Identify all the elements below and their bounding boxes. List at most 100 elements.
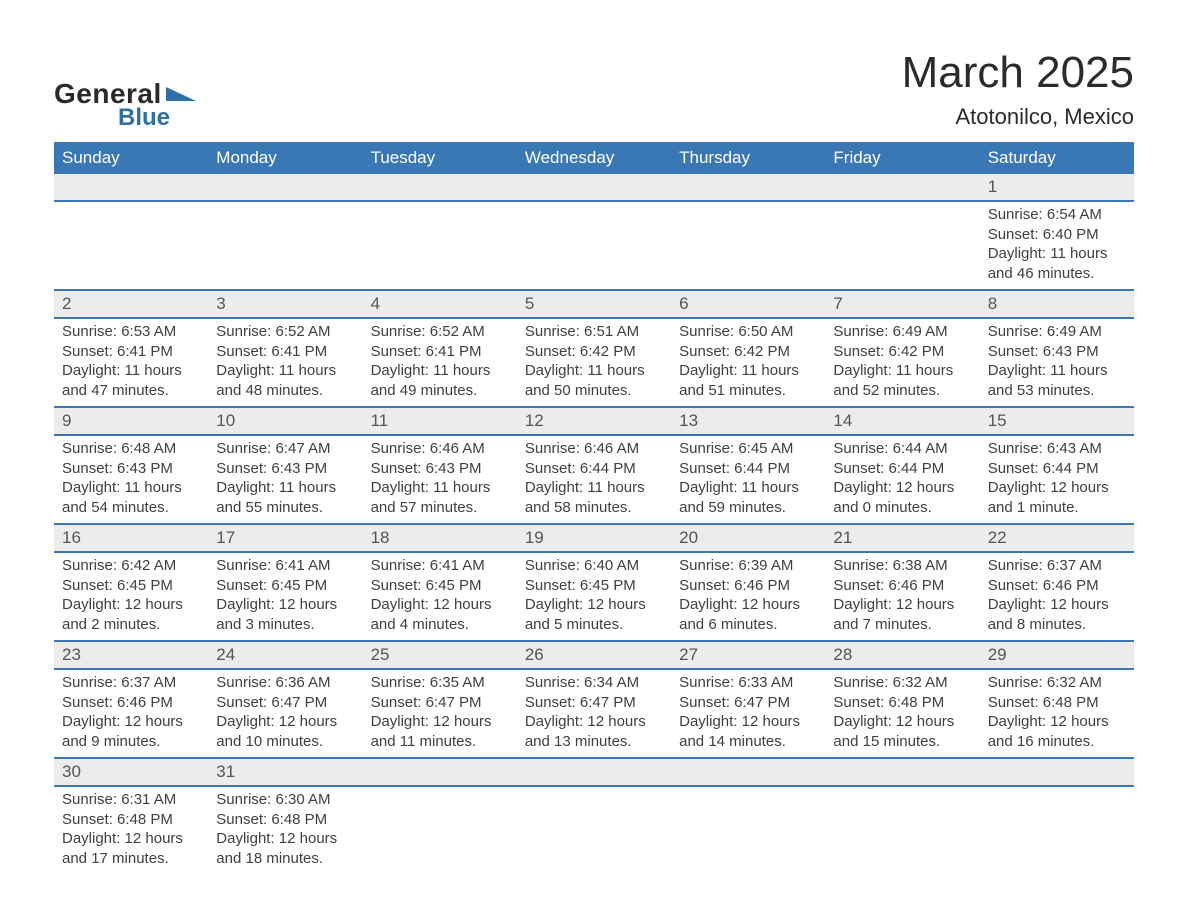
day-dl1: Daylight: 11 hours: [525, 478, 663, 498]
day-dl2: and 48 minutes.: [216, 381, 354, 401]
day-dl1: Daylight: 12 hours: [833, 595, 971, 615]
day-number-cell: 2: [54, 290, 208, 318]
day-detail-cell: Sunrise: 6:33 AMSunset: 6:47 PMDaylight:…: [671, 669, 825, 758]
day-detail-cell: [363, 786, 517, 874]
day-dl1: Daylight: 12 hours: [988, 478, 1126, 498]
day-number-cell: 28: [825, 641, 979, 669]
day-number-cell: 19: [517, 524, 671, 552]
day-number-cell: [825, 758, 979, 786]
day-detail-cell: Sunrise: 6:40 AMSunset: 6:45 PMDaylight:…: [517, 552, 671, 641]
day-number-cell: 9: [54, 407, 208, 435]
weekday-header: Saturday: [980, 142, 1134, 174]
day-dl2: and 6 minutes.: [679, 615, 817, 635]
day-number-cell: [671, 758, 825, 786]
day-sunset: Sunset: 6:48 PM: [988, 693, 1126, 713]
day-number-cell: [671, 174, 825, 201]
day-detail-cell: Sunrise: 6:48 AMSunset: 6:43 PMDaylight:…: [54, 435, 208, 524]
day-detail-cell: Sunrise: 6:43 AMSunset: 6:44 PMDaylight:…: [980, 435, 1134, 524]
day-dl1: Daylight: 11 hours: [62, 361, 200, 381]
day-sunrise: Sunrise: 6:51 AM: [525, 322, 663, 342]
day-detail-cell: [825, 201, 979, 290]
day-number-cell: 14: [825, 407, 979, 435]
day-sunset: Sunset: 6:45 PM: [525, 576, 663, 596]
detail-row: Sunrise: 6:42 AMSunset: 6:45 PMDaylight:…: [54, 552, 1134, 641]
day-number-cell: [517, 758, 671, 786]
day-detail-cell: Sunrise: 6:41 AMSunset: 6:45 PMDaylight:…: [363, 552, 517, 641]
day-sunset: Sunset: 6:48 PM: [216, 810, 354, 830]
day-dl2: and 59 minutes.: [679, 498, 817, 518]
day-number-cell: 12: [517, 407, 671, 435]
day-dl2: and 0 minutes.: [833, 498, 971, 518]
day-detail-cell: Sunrise: 6:49 AMSunset: 6:43 PMDaylight:…: [980, 318, 1134, 407]
day-sunrise: Sunrise: 6:35 AM: [371, 673, 509, 693]
day-sunrise: Sunrise: 6:54 AM: [988, 205, 1126, 225]
day-dl2: and 2 minutes.: [62, 615, 200, 635]
day-dl1: Daylight: 11 hours: [62, 478, 200, 498]
day-sunrise: Sunrise: 6:30 AM: [216, 790, 354, 810]
day-sunset: Sunset: 6:44 PM: [679, 459, 817, 479]
day-sunrise: Sunrise: 6:52 AM: [216, 322, 354, 342]
day-dl1: Daylight: 12 hours: [216, 595, 354, 615]
day-detail-cell: Sunrise: 6:34 AMSunset: 6:47 PMDaylight:…: [517, 669, 671, 758]
day-dl2: and 14 minutes.: [679, 732, 817, 752]
day-number-cell: [825, 174, 979, 201]
day-dl2: and 54 minutes.: [62, 498, 200, 518]
day-sunset: Sunset: 6:40 PM: [988, 225, 1126, 245]
day-number: 27: [679, 645, 698, 664]
day-dl2: and 58 minutes.: [525, 498, 663, 518]
day-detail-cell: Sunrise: 6:47 AMSunset: 6:43 PMDaylight:…: [208, 435, 362, 524]
day-sunset: Sunset: 6:43 PM: [62, 459, 200, 479]
day-sunrise: Sunrise: 6:37 AM: [62, 673, 200, 693]
day-number: 2: [62, 294, 71, 313]
day-sunrise: Sunrise: 6:46 AM: [371, 439, 509, 459]
detail-row: Sunrise: 6:53 AMSunset: 6:41 PMDaylight:…: [54, 318, 1134, 407]
day-dl1: Daylight: 11 hours: [216, 478, 354, 498]
day-number-cell: 17: [208, 524, 362, 552]
detail-row: Sunrise: 6:48 AMSunset: 6:43 PMDaylight:…: [54, 435, 1134, 524]
day-sunrise: Sunrise: 6:53 AM: [62, 322, 200, 342]
logo: General Blue: [54, 78, 196, 132]
day-number: 26: [525, 645, 544, 664]
day-dl1: Daylight: 12 hours: [216, 829, 354, 849]
day-sunrise: Sunrise: 6:31 AM: [62, 790, 200, 810]
day-number-cell: 23: [54, 641, 208, 669]
day-dl2: and 11 minutes.: [371, 732, 509, 752]
day-sunset: Sunset: 6:45 PM: [216, 576, 354, 596]
day-dl2: and 9 minutes.: [62, 732, 200, 752]
day-detail-cell: Sunrise: 6:35 AMSunset: 6:47 PMDaylight:…: [363, 669, 517, 758]
weekday-header: Tuesday: [363, 142, 517, 174]
day-sunset: Sunset: 6:44 PM: [525, 459, 663, 479]
day-sunrise: Sunrise: 6:38 AM: [833, 556, 971, 576]
header: General Blue March 2025 Atotonilco, Mexi…: [54, 48, 1134, 132]
day-detail-cell: Sunrise: 6:53 AMSunset: 6:41 PMDaylight:…: [54, 318, 208, 407]
day-dl1: Daylight: 11 hours: [679, 361, 817, 381]
day-number-cell: 27: [671, 641, 825, 669]
daynum-row: 16171819202122: [54, 524, 1134, 552]
day-detail-cell: Sunrise: 6:54 AMSunset: 6:40 PMDaylight:…: [980, 201, 1134, 290]
day-dl2: and 7 minutes.: [833, 615, 971, 635]
day-sunrise: Sunrise: 6:42 AM: [62, 556, 200, 576]
day-number: 6: [679, 294, 688, 313]
day-dl2: and 1 minute.: [988, 498, 1126, 518]
day-number-cell: 16: [54, 524, 208, 552]
day-sunset: Sunset: 6:47 PM: [679, 693, 817, 713]
day-number: 14: [833, 411, 852, 430]
calendar-page: General Blue March 2025 Atotonilco, Mexi…: [0, 0, 1188, 894]
day-dl1: Daylight: 12 hours: [833, 478, 971, 498]
day-dl2: and 17 minutes.: [62, 849, 200, 869]
day-number-cell: [363, 758, 517, 786]
day-sunrise: Sunrise: 6:46 AM: [525, 439, 663, 459]
day-number: 13: [679, 411, 698, 430]
day-number: 12: [525, 411, 544, 430]
day-dl1: Daylight: 11 hours: [371, 478, 509, 498]
day-detail-cell: Sunrise: 6:44 AMSunset: 6:44 PMDaylight:…: [825, 435, 979, 524]
day-sunset: Sunset: 6:42 PM: [679, 342, 817, 362]
day-number: 19: [525, 528, 544, 547]
day-detail-cell: Sunrise: 6:51 AMSunset: 6:42 PMDaylight:…: [517, 318, 671, 407]
day-dl2: and 52 minutes.: [833, 381, 971, 401]
day-sunset: Sunset: 6:46 PM: [62, 693, 200, 713]
day-detail-cell: [208, 201, 362, 290]
weekday-header: Wednesday: [517, 142, 671, 174]
day-dl2: and 57 minutes.: [371, 498, 509, 518]
day-detail-cell: [980, 786, 1134, 874]
